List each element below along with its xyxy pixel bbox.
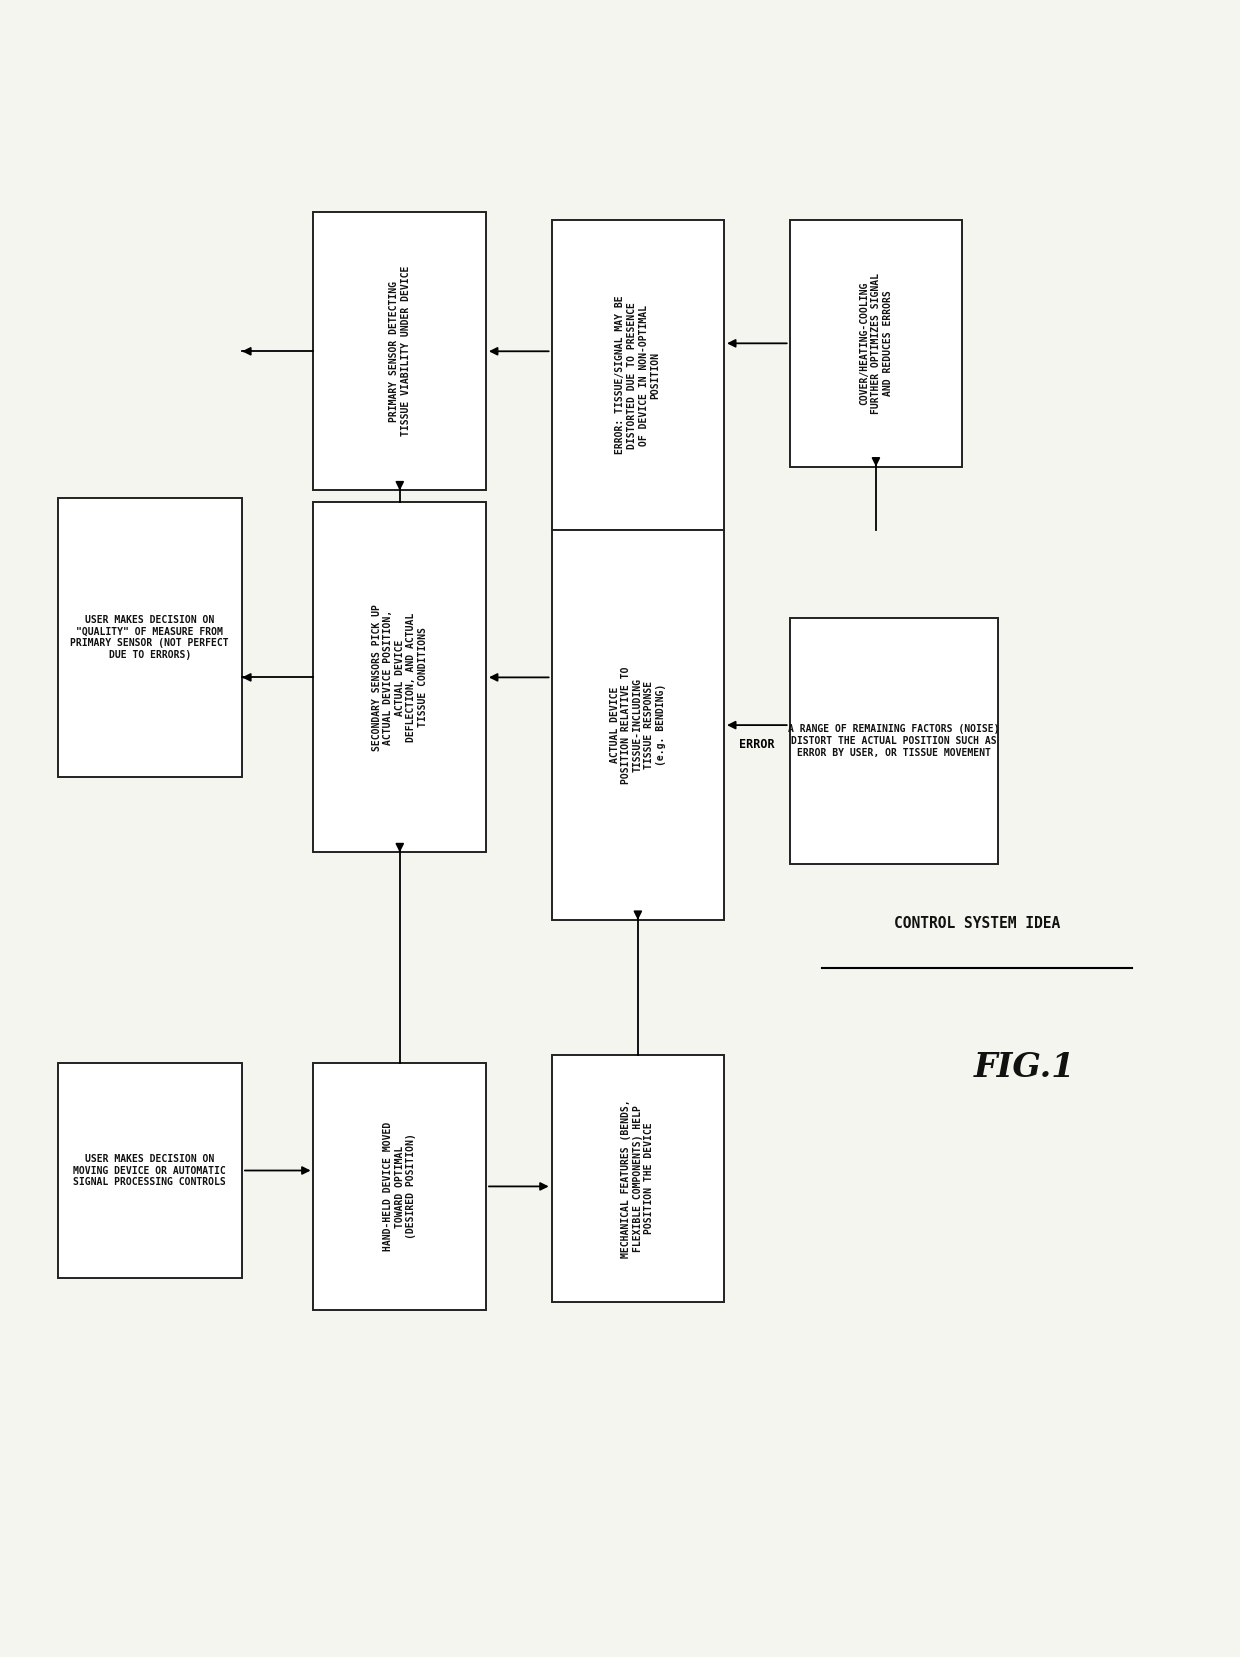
Text: A RANGE OF REMAINING FACTORS (NOISE)
DISTORT THE ACTUAL POSITION SUCH AS
ERROR B: A RANGE OF REMAINING FACTORS (NOISE) DIS… xyxy=(789,724,999,757)
Text: FIG.1: FIG.1 xyxy=(973,1051,1075,1084)
Text: HAND-HELD DEVICE MOVED
TOWARD OPTIMAL
(DESIRED POSITION): HAND-HELD DEVICE MOVED TOWARD OPTIMAL (D… xyxy=(383,1122,417,1251)
Bar xyxy=(552,1056,724,1302)
Bar xyxy=(552,530,724,920)
Text: MECHANICAL FEATURES (BENDS,
FLEXIBLE COMPONENTS) HELP
POSITION THE DEVICE: MECHANICAL FEATURES (BENDS, FLEXIBLE COM… xyxy=(621,1099,655,1258)
Text: SECONDARY SENSORS PICK UP
ACTUAL DEVICE POSITION,
ACTUAL DEVICE
DEFLECTION, AND : SECONDARY SENSORS PICK UP ACTUAL DEVICE … xyxy=(372,603,428,751)
Text: USER MAKES DECISION ON
"QUALITY" OF MEASURE FROM
PRIMARY SENSOR (NOT PERFECT
DUE: USER MAKES DECISION ON "QUALITY" OF MEAS… xyxy=(71,615,229,659)
Text: ERROR: TISSUE/SIGNAL MAY BE
DISTORTED DUE TO PRESENCE
OF DEVICE IN NON-OPTIMAL
P: ERROR: TISSUE/SIGNAL MAY BE DISTORTED DU… xyxy=(615,297,660,454)
Bar xyxy=(57,499,242,777)
Bar xyxy=(790,618,998,865)
Text: ERROR: ERROR xyxy=(739,737,775,751)
Bar xyxy=(552,220,724,530)
Bar xyxy=(314,212,486,490)
Text: PRIMARY SENSOR DETECTING
TISSUE VIABILITY UNDER DEVICE: PRIMARY SENSOR DETECTING TISSUE VIABILIT… xyxy=(389,267,410,436)
Text: USER MAKES DECISION ON
MOVING DEVICE OR AUTOMATIC
SIGNAL PROCESSING CONTROLS: USER MAKES DECISION ON MOVING DEVICE OR … xyxy=(73,1153,226,1186)
Bar xyxy=(790,220,962,467)
Bar xyxy=(57,1064,242,1278)
Text: COVER/HEATING-COOLING
FURTHER OPTIMIZES SIGNAL
AND REDUCES ERRORS: COVER/HEATING-COOLING FURTHER OPTIMIZES … xyxy=(859,273,893,414)
Bar xyxy=(314,502,486,852)
Text: CONTROL SYSTEM IDEA: CONTROL SYSTEM IDEA xyxy=(894,916,1060,931)
Text: ACTUAL DEVICE
POSITION RELATIVE TO
TISSUE-INCLUDING
TISSUE RESPONSE
(e.g. BENDIN: ACTUAL DEVICE POSITION RELATIVE TO TISSU… xyxy=(610,666,666,784)
Bar xyxy=(314,1064,486,1309)
